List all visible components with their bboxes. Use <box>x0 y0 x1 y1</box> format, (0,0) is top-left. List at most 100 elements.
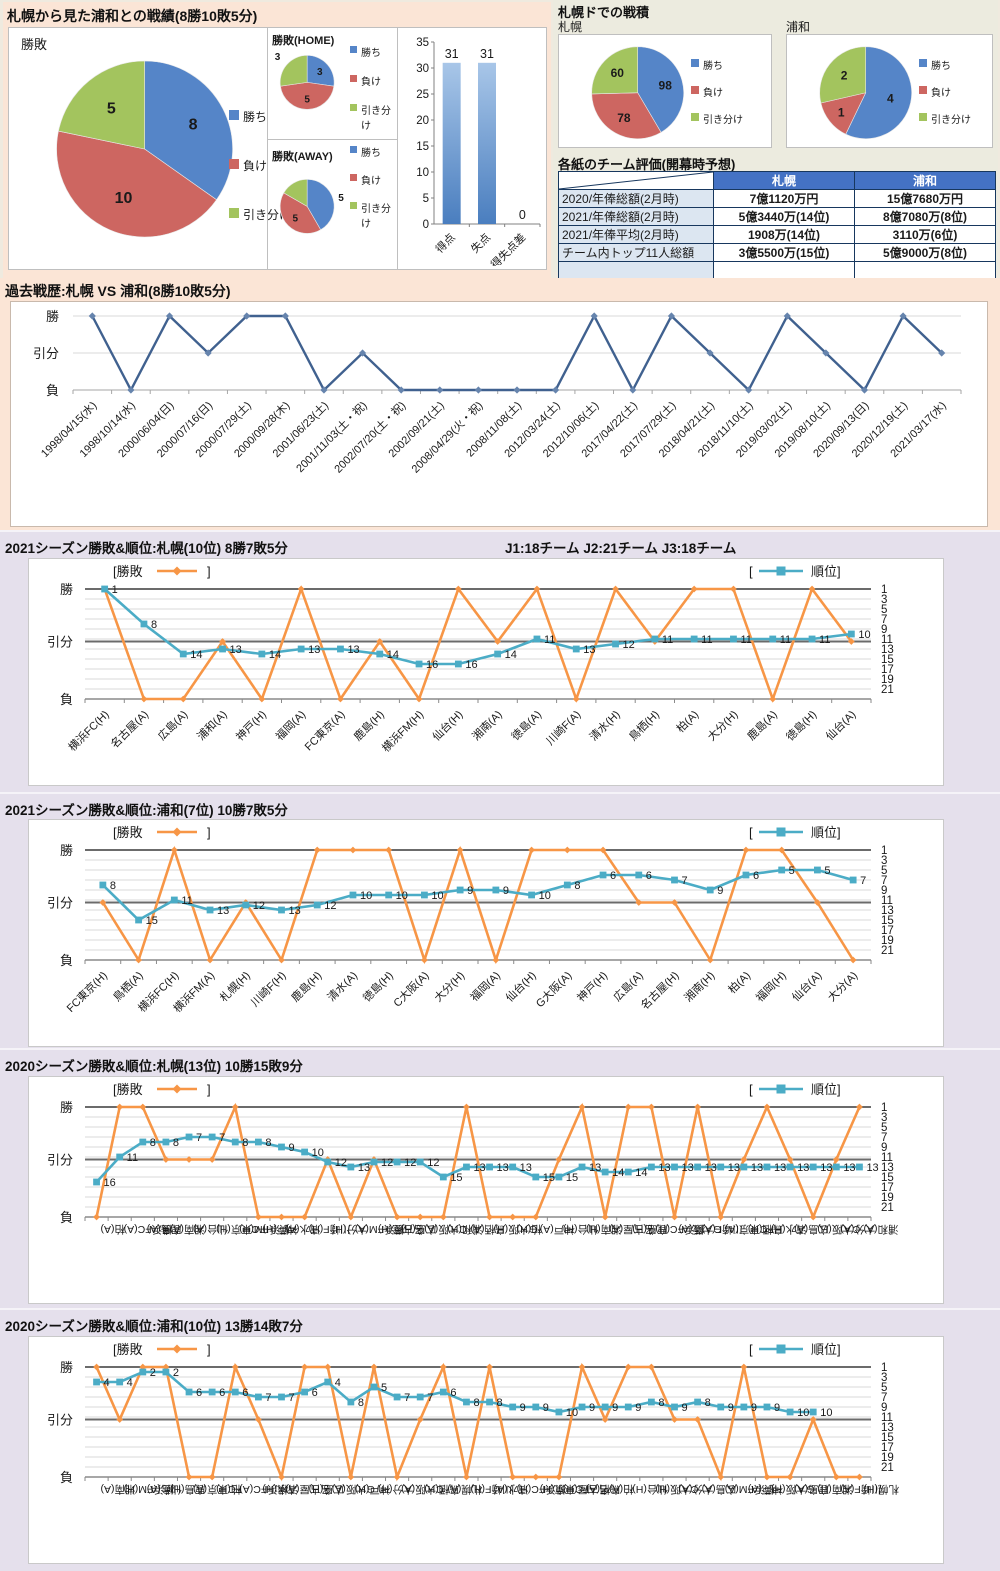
data-point-square <box>208 1133 216 1141</box>
data-point-square <box>101 585 109 593</box>
legend-swatch-icon <box>229 159 239 169</box>
data-point-square <box>694 1398 702 1406</box>
category-label: 仙台(A) <box>789 968 825 1004</box>
category-label: 浦和(A) <box>863 1223 898 1236</box>
main-pie-chart: 8 10 5 <box>17 50 272 253</box>
rank-axis-label: 9 <box>881 885 887 897</box>
legend-swatch-icon <box>350 46 357 53</box>
data-point-diamond <box>492 956 500 964</box>
axis-label: 順位] <box>811 1342 841 1357</box>
data-point-diamond <box>847 638 855 645</box>
data-point-square <box>170 896 178 904</box>
pie-svg: 8 10 5 <box>56 60 233 238</box>
rank-value-label: 12 <box>335 1157 347 1169</box>
rank-value-label: 13 <box>308 644 320 656</box>
axis-label: 勝 <box>60 1360 73 1375</box>
category-label: 清水(H) <box>771 1223 807 1236</box>
legend-swatch-icon <box>919 113 927 121</box>
axis-label: 順位] <box>811 1082 841 1097</box>
legend-item: 勝ち <box>350 144 394 159</box>
data-point-diamond <box>856 1473 863 1481</box>
rank-value-label: 13 <box>230 644 242 656</box>
category-label: 大分(A) <box>824 968 860 1004</box>
category-label: 横浜FM(A) <box>355 1223 405 1236</box>
data-point-square <box>208 1388 216 1396</box>
data-point-square <box>162 1368 170 1376</box>
rank-value-label: 14 <box>505 649 517 661</box>
rank-axis-label: 15 <box>881 915 894 927</box>
pie-value-label: 5 <box>293 214 299 225</box>
rank-value-label: 14 <box>635 1167 647 1179</box>
home-pie-title: 勝敗(HOME) <box>272 35 335 47</box>
data-point-square <box>647 1163 655 1171</box>
legend-item: 負け <box>350 73 396 88</box>
bar <box>478 62 496 224</box>
category-label: FC東京(H) <box>216 1223 266 1236</box>
data-point-square <box>185 1133 193 1141</box>
category-label: 浦和(H) <box>447 1223 483 1236</box>
rank-legend-text: [ <box>749 564 753 579</box>
data-point-square <box>690 635 698 643</box>
category-label: FC東京(A) <box>193 1483 242 1496</box>
category-label: 鹿島(A) <box>147 1223 182 1236</box>
rank-value-label: 11 <box>701 634 712 646</box>
rank-value-label: 1 <box>112 584 118 596</box>
data-point-diamond <box>624 1363 632 1371</box>
data-point-square <box>786 1163 794 1171</box>
category-label: 神戸(H) <box>355 1483 391 1496</box>
rank-value-label: 13 <box>774 1162 786 1174</box>
data-point-square <box>439 1173 447 1181</box>
category-label: 横浜FC(A) <box>124 1223 173 1236</box>
legend-swatch-icon <box>229 208 239 218</box>
category-label: 広島(H) <box>401 1223 437 1236</box>
rank-value-label: 8 <box>574 880 580 892</box>
rank-axis-label: 15 <box>881 654 894 666</box>
pie-value-label: 10 <box>115 190 133 207</box>
data-point-square <box>624 1403 632 1411</box>
data-point-diamond <box>278 956 285 964</box>
data-point-diamond <box>313 846 321 854</box>
data-point-diamond <box>706 956 714 964</box>
data-point-square <box>258 650 266 658</box>
pie-value-label: 5 <box>107 101 116 118</box>
data-point-diamond <box>572 695 580 703</box>
row-value-cell <box>854 261 996 279</box>
category-label: 横浜FM(A) <box>725 1483 775 1496</box>
row-label-cell: チーム内トップ11人総額 <box>558 243 714 262</box>
rank-value-label: 9 <box>520 1402 526 1414</box>
result-legend-text: [勝敗 <box>113 564 143 579</box>
rank-value-label: 10 <box>797 1407 809 1419</box>
category-label: 仙台(H) <box>632 1483 668 1496</box>
rank-value-label: 9 <box>589 1402 595 1414</box>
category-label: 名古屋(A) <box>286 1483 332 1496</box>
rank-value-label: 6 <box>646 870 652 882</box>
data-point-square <box>347 1398 355 1406</box>
rank-axis-label: 13 <box>881 905 894 917</box>
pie-value-label: 5 <box>338 193 344 204</box>
data-point-square <box>231 1388 239 1396</box>
s2020-sapporo-title: 2020シーズン勝敗&順位:札幌(13位) 10勝15敗9分 <box>5 1059 303 1074</box>
rank-axis-label: 17 <box>881 1442 894 1454</box>
data-point-square <box>671 1163 678 1171</box>
pie-slice <box>591 46 638 95</box>
axis-label: 30 <box>416 63 429 75</box>
data-point-square <box>776 566 786 576</box>
category-label: 鳥栖(A) <box>470 1223 505 1236</box>
pie-svg: 5 5 2 <box>279 168 344 234</box>
rank-value-label: 9 <box>467 885 473 897</box>
category-label: 大分(H) <box>332 1223 368 1236</box>
data-point-square <box>808 635 816 643</box>
data-point-diamond <box>778 846 786 854</box>
category-label: 札幌(A) <box>447 1483 482 1496</box>
data-point-diamond <box>393 1213 401 1221</box>
rank-value-label: 10 <box>312 1147 324 1159</box>
table-row <box>558 261 996 279</box>
rank-axis-label: 7 <box>881 1392 887 1404</box>
data-point-square <box>242 901 250 909</box>
data-point-square <box>421 891 428 899</box>
data-point-diamond <box>127 386 135 394</box>
data-point-diamond <box>694 1103 702 1111</box>
rank-value-label: 13 <box>682 1162 694 1174</box>
rank-axis-label: 21 <box>881 1462 894 1474</box>
